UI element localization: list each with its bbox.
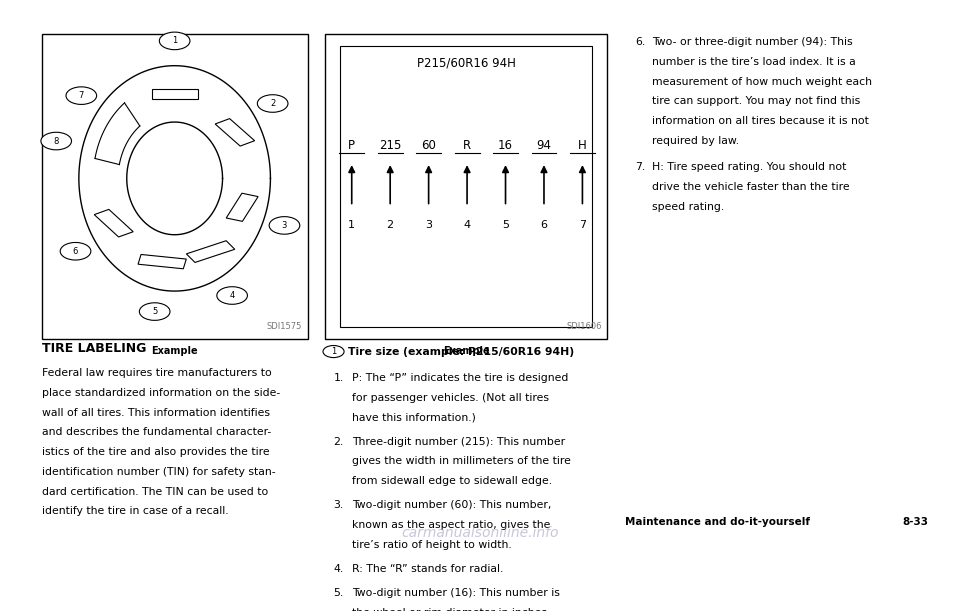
Circle shape <box>257 95 288 112</box>
Text: information on all tires because it is not: information on all tires because it is n… <box>652 116 869 126</box>
Text: 2: 2 <box>270 99 276 108</box>
Text: measurement of how much weight each: measurement of how much weight each <box>652 76 873 87</box>
Text: 2.: 2. <box>333 437 344 447</box>
Text: Two-digit number (16): This number is: Two-digit number (16): This number is <box>351 588 560 598</box>
Text: P215/60R16 94H: P215/60R16 94H <box>417 56 516 69</box>
Circle shape <box>269 217 300 234</box>
Text: 215: 215 <box>379 139 401 152</box>
Text: 5.: 5. <box>333 588 344 598</box>
Text: 1: 1 <box>348 220 355 230</box>
Polygon shape <box>186 241 235 263</box>
Text: 16: 16 <box>498 139 513 152</box>
Polygon shape <box>152 89 198 99</box>
Polygon shape <box>94 210 133 237</box>
Text: required by law.: required by law. <box>652 136 739 146</box>
Text: 5: 5 <box>502 220 509 230</box>
Text: 6: 6 <box>73 247 78 256</box>
Text: 7.: 7. <box>636 162 645 172</box>
Text: SDI1606: SDI1606 <box>566 322 602 331</box>
Text: 7: 7 <box>579 220 586 230</box>
Text: 1: 1 <box>172 37 178 45</box>
Text: for passenger vehicles. (Not all tires: for passenger vehicles. (Not all tires <box>351 393 549 403</box>
Circle shape <box>41 132 71 150</box>
Text: H: H <box>578 139 587 152</box>
Text: P: The “P” indicates the tire is designed: P: The “P” indicates the tire is designe… <box>351 373 568 383</box>
Text: and describes the fundamental character-: and describes the fundamental character- <box>41 427 271 437</box>
Text: P: P <box>348 139 355 152</box>
Circle shape <box>217 287 248 304</box>
Text: TIRE LABELING: TIRE LABELING <box>41 342 146 354</box>
Text: 60: 60 <box>421 139 436 152</box>
Text: number is the tire’s load index. It is a: number is the tire’s load index. It is a <box>652 57 856 67</box>
Text: Federal law requires tire manufacturers to: Federal law requires tire manufacturers … <box>41 368 272 378</box>
Text: 4: 4 <box>229 291 235 300</box>
Text: from sidewall edge to sidewall edge.: from sidewall edge to sidewall edge. <box>351 476 552 486</box>
Text: wall of all tires. This information identifies: wall of all tires. This information iden… <box>41 408 270 417</box>
Text: tire’s ratio of height to width.: tire’s ratio of height to width. <box>351 540 512 550</box>
Text: Two- or three-digit number (94): This: Two- or three-digit number (94): This <box>652 37 852 47</box>
Text: 7: 7 <box>79 91 84 100</box>
Text: Example: Example <box>152 345 198 356</box>
Text: place standardized information on the side-: place standardized information on the si… <box>41 388 280 398</box>
Text: identify the tire in case of a recall.: identify the tire in case of a recall. <box>41 507 228 516</box>
Text: dard certification. The TIN can be used to: dard certification. The TIN can be used … <box>41 486 268 497</box>
Text: 5: 5 <box>152 307 157 316</box>
Text: known as the aspect ratio, gives the: known as the aspect ratio, gives the <box>351 520 550 530</box>
Text: gives the width in millimeters of the tire: gives the width in millimeters of the ti… <box>351 456 570 466</box>
Text: SDI1575: SDI1575 <box>267 322 302 331</box>
Text: 4.: 4. <box>333 564 344 574</box>
Text: 3.: 3. <box>333 500 344 510</box>
Polygon shape <box>138 254 186 269</box>
Text: 1: 1 <box>331 347 336 356</box>
Text: H: Tire speed rating. You should not: H: Tire speed rating. You should not <box>652 162 847 172</box>
Circle shape <box>60 243 91 260</box>
Text: carmanualsoniline.info: carmanualsoniline.info <box>401 526 559 540</box>
Text: istics of the tire and also provides the tire: istics of the tire and also provides the… <box>41 447 269 457</box>
Text: 6: 6 <box>540 220 547 230</box>
Bar <box>340 46 592 327</box>
Bar <box>324 34 608 339</box>
Polygon shape <box>227 193 258 221</box>
Text: the wheel or rim diameter in inches.: the wheel or rim diameter in inches. <box>351 608 550 611</box>
Text: 3: 3 <box>425 220 432 230</box>
Circle shape <box>323 345 344 357</box>
Text: identification number (TIN) for safety stan-: identification number (TIN) for safety s… <box>41 467 276 477</box>
Text: 8: 8 <box>54 136 59 145</box>
Text: drive the vehicle faster than the tire: drive the vehicle faster than the tire <box>652 182 850 192</box>
Text: speed rating.: speed rating. <box>652 202 725 211</box>
Bar <box>41 34 308 339</box>
Text: 8-33: 8-33 <box>902 517 928 527</box>
Text: Three-digit number (215): This number: Three-digit number (215): This number <box>351 437 564 447</box>
Text: tire can support. You may not find this: tire can support. You may not find this <box>652 97 860 106</box>
Text: Maintenance and do-it-yourself: Maintenance and do-it-yourself <box>626 517 810 527</box>
Text: Tire size (example: P215/60R16 94H): Tire size (example: P215/60R16 94H) <box>348 346 574 357</box>
Polygon shape <box>215 119 254 146</box>
Text: have this information.): have this information.) <box>351 412 475 422</box>
Text: R: The “R” stands for radial.: R: The “R” stands for radial. <box>351 564 503 574</box>
Text: 94: 94 <box>537 139 551 152</box>
Text: R: R <box>463 139 471 152</box>
Circle shape <box>139 303 170 320</box>
Text: Two-digit number (60): This number,: Two-digit number (60): This number, <box>351 500 551 510</box>
Text: 6.: 6. <box>636 37 645 47</box>
Circle shape <box>66 87 97 104</box>
Text: 2: 2 <box>387 220 394 230</box>
Polygon shape <box>95 103 140 164</box>
Text: 4: 4 <box>464 220 470 230</box>
Text: Example: Example <box>443 345 490 356</box>
Text: 3: 3 <box>282 221 287 230</box>
Circle shape <box>159 32 190 49</box>
Text: 1.: 1. <box>333 373 344 383</box>
